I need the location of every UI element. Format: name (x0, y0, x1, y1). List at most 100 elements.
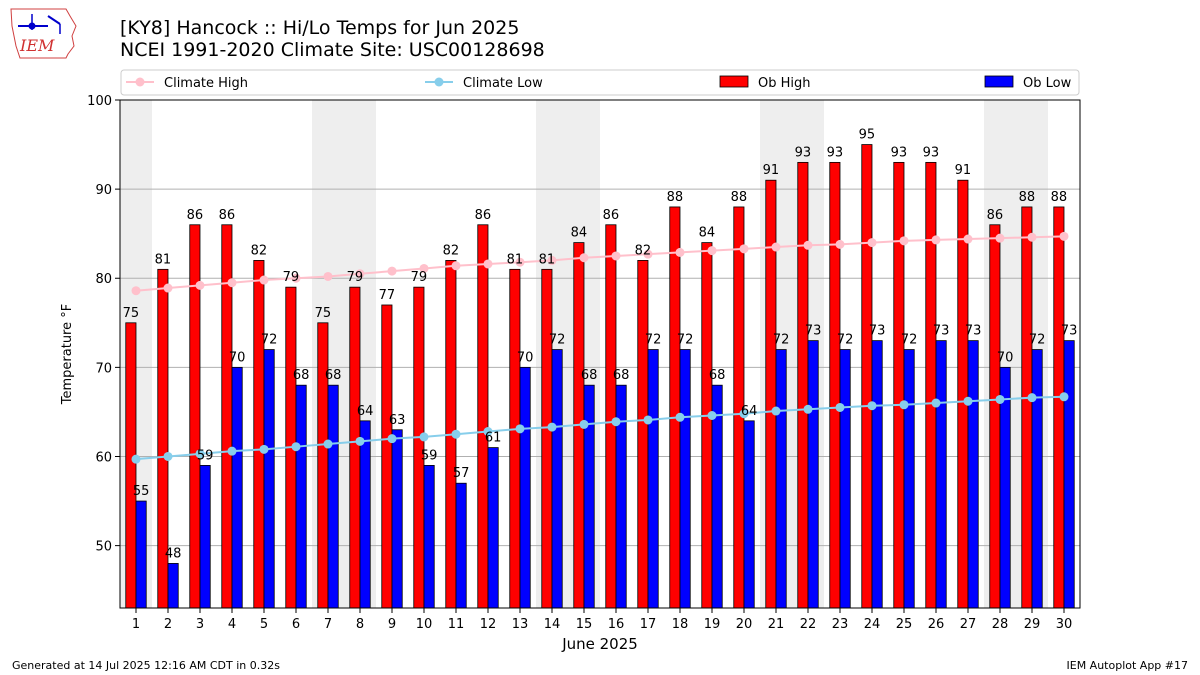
ob-low-value-label: 64 (357, 404, 374, 419)
ob-high-bar (893, 161, 905, 609)
ob-high-value-label: 79 (283, 270, 300, 285)
ob-low-value-label: 72 (261, 333, 278, 348)
ob-low-bar (359, 420, 371, 609)
ob-low-bar (647, 349, 659, 609)
climate-low-point (227, 446, 237, 456)
ob-high-value-label: 84 (699, 226, 716, 241)
climate-high-point (419, 263, 429, 273)
app-label: IEM Autoplot App #17 (1066, 659, 1189, 672)
ob-low-bar (1031, 349, 1043, 609)
ob-high-value-label: 75 (123, 306, 140, 321)
ob-low-bar (967, 340, 979, 609)
climate-high-point (355, 269, 365, 279)
climate-high-point (323, 271, 333, 281)
climate-low-point (707, 410, 717, 420)
logo-text: IEM (19, 36, 55, 55)
x-tick-label: 21 (768, 617, 785, 632)
ob-low-value-label: 59 (421, 448, 438, 463)
bar-value-labels: 75 55 81 48 86 59 86 70 82 72 79 68 75 68 79 64 77 63 79 59… (123, 128, 1078, 562)
chart-title: [KY8] Hancock :: Hi/Lo Temps for Jun 202… (120, 17, 520, 39)
climate-low-point (323, 439, 333, 449)
y-tick-label: 100 (87, 94, 112, 109)
ob-low-value-label: 73 (933, 324, 950, 339)
ob-high-legend-swatch (719, 75, 749, 88)
x-tick-label: 20 (736, 617, 753, 632)
x-tick-label: 17 (640, 617, 657, 632)
climate-high-point (483, 259, 493, 269)
ob-low-value-label: 68 (293, 368, 310, 383)
y-tick-label: 80 (95, 272, 112, 287)
x-tick-label: 10 (416, 617, 433, 632)
ob-low-bar (679, 349, 691, 609)
plot-frame (119, 99, 1081, 609)
ob-low-bar (455, 482, 467, 609)
climate-low-point (419, 432, 429, 442)
ob-low-value-label: 68 (581, 368, 598, 383)
iowa-state-outline (10, 8, 77, 59)
ob-low-value-label: 55 (133, 484, 150, 499)
ob-low-value-label: 68 (613, 368, 630, 383)
climate-low-legend-label: Climate Low (463, 76, 543, 91)
x-tick-label: 23 (832, 617, 849, 632)
y-axis-label: Temperature °F (60, 304, 75, 405)
ob-high-bar (925, 161, 937, 609)
legend-box (120, 69, 1080, 96)
y-tick-label: 90 (95, 183, 112, 198)
ob-low-bar (871, 340, 883, 609)
ob-low-legend-swatch (984, 75, 1014, 88)
x-axis: 1 2 3 4 5 6 7 8 9 10 11 12 13 14 15 16 17 18 19 20 21 22 23 24 2… (132, 608, 1072, 632)
climate-low-point (643, 415, 653, 425)
ob-high-value-label: 82 (443, 243, 460, 258)
ob-low-bar (135, 500, 147, 609)
climate-high-point (675, 247, 685, 257)
ob-high-bar (989, 224, 1001, 609)
ob-high-bar (125, 322, 137, 609)
x-tick-label: 7 (324, 617, 332, 632)
x-tick-label: 29 (1024, 617, 1041, 632)
iem-logo: IEM (10, 8, 77, 59)
ob-high-value-label: 84 (571, 226, 588, 241)
ob-low-bar (199, 465, 211, 609)
ob-low-value-label: 73 (1061, 324, 1078, 339)
climate-low-point (451, 429, 461, 439)
climate-high-point (163, 283, 173, 293)
climate-low-point (131, 454, 141, 464)
ob-high-value-label: 79 (347, 270, 364, 285)
climate-high-point (803, 240, 813, 250)
ob-high-bar (605, 224, 617, 609)
ob-low-bar (327, 384, 339, 609)
ob-low-value-label: 57 (453, 466, 470, 481)
ob-low-bar (551, 349, 563, 609)
climate-high-point (195, 280, 205, 290)
climate-low-point (675, 412, 685, 422)
x-tick-label: 22 (800, 617, 817, 632)
x-tick-label: 25 (896, 617, 913, 632)
y-tick-label: 50 (95, 540, 112, 555)
ob-low-value-label: 72 (773, 333, 790, 348)
climate-low-point (803, 404, 813, 414)
chart-subtitle: NCEI 1991-2020 Climate Site: USC00128698 (120, 39, 545, 61)
ob-high-bar (701, 242, 713, 609)
ob-high-bar (349, 286, 361, 609)
ob-high-bar (957, 179, 969, 609)
climate-low-point (771, 406, 781, 416)
ob-low-value-label: 70 (997, 350, 1014, 365)
ob-low-bar (743, 420, 755, 609)
climate-low-legend-marker (434, 77, 444, 87)
ob-low-bar (263, 349, 275, 609)
climate-high-point (451, 261, 461, 271)
x-tick-label: 11 (448, 617, 465, 632)
ob-low-value-label: 68 (325, 368, 342, 383)
ob-high-value-label: 88 (731, 190, 748, 205)
climate-low-point (387, 434, 397, 444)
ob-low-value-label: 63 (389, 413, 406, 428)
ob-low-value-label: 72 (549, 333, 566, 348)
x-axis-label: June 2025 (561, 635, 638, 653)
climate-low-point (515, 424, 525, 434)
ob-high-value-label: 88 (667, 190, 684, 205)
climate-low-point (547, 422, 557, 432)
climate-high-point (771, 242, 781, 252)
x-tick-label: 13 (512, 617, 529, 632)
y-axis: 50 60 70 80 90 100 (87, 94, 120, 555)
